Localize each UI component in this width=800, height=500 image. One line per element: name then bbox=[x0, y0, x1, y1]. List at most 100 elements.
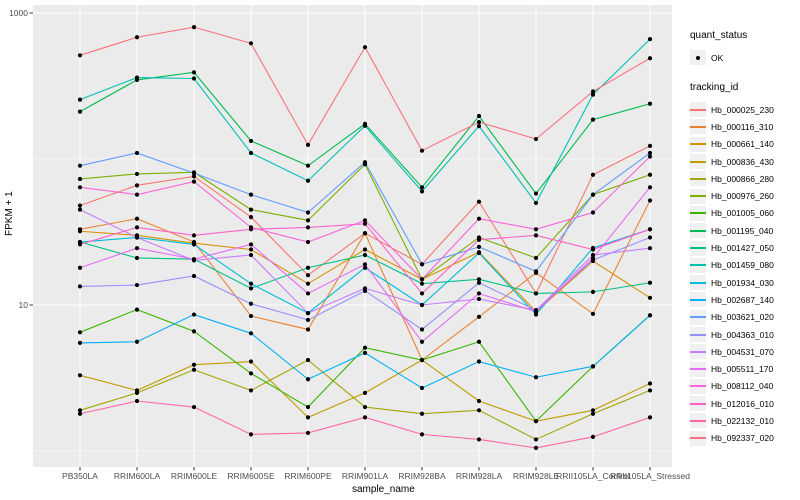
legend-item: Hb_004363_010 bbox=[690, 326, 800, 343]
data-point bbox=[476, 250, 482, 256]
data-point bbox=[647, 280, 653, 285]
data-point bbox=[134, 246, 140, 251]
legend-key-box bbox=[690, 378, 706, 394]
data-point bbox=[134, 307, 140, 312]
data-point bbox=[134, 339, 140, 344]
legend-item-label: Hb_003621_020 bbox=[711, 312, 774, 323]
data-point bbox=[362, 252, 368, 258]
data-point bbox=[647, 415, 653, 420]
legend-item: Hb_000976_260 bbox=[690, 187, 800, 204]
data-point bbox=[134, 150, 140, 156]
y-tick-label: 1000 bbox=[9, 8, 28, 18]
data-point bbox=[476, 277, 482, 282]
y-tick-label: 10 bbox=[18, 300, 28, 310]
data-point bbox=[476, 244, 482, 250]
legend-color-line bbox=[690, 160, 706, 163]
legend-item: Hb_002687_140 bbox=[690, 291, 800, 308]
data-point bbox=[305, 218, 311, 223]
data-point bbox=[248, 192, 254, 197]
data-point bbox=[134, 192, 140, 197]
legend-item: Hb_000116_310 bbox=[690, 118, 800, 135]
legend-key-box bbox=[690, 413, 706, 429]
legend-item-label: Hb_000976_260 bbox=[711, 191, 774, 202]
data-point bbox=[77, 340, 83, 346]
data-point bbox=[248, 281, 254, 286]
data-point bbox=[362, 404, 368, 410]
data-point bbox=[362, 231, 368, 236]
legend-item-label: Hb_001934_030 bbox=[711, 277, 774, 288]
data-point bbox=[77, 53, 83, 58]
x-tick-label: RRIM901LA bbox=[341, 471, 389, 481]
data-point bbox=[476, 408, 482, 413]
data-point bbox=[191, 76, 197, 81]
legend-item-label: OK bbox=[711, 52, 724, 63]
data-point bbox=[590, 434, 596, 439]
data-point bbox=[647, 56, 653, 61]
data-point bbox=[419, 277, 425, 282]
data-point bbox=[362, 415, 368, 420]
x-tick-label: RRIM928LA bbox=[455, 471, 503, 481]
data-point bbox=[419, 185, 425, 190]
data-point bbox=[362, 390, 368, 396]
data-point bbox=[77, 265, 83, 270]
data-point bbox=[419, 148, 425, 153]
data-point bbox=[533, 233, 539, 238]
legend-key-box bbox=[690, 430, 706, 446]
x-tick-label: PB350LA bbox=[62, 471, 98, 481]
data-point bbox=[362, 345, 368, 350]
data-point bbox=[248, 301, 254, 306]
data-point bbox=[647, 381, 653, 386]
data-point bbox=[191, 367, 197, 372]
legend-title-quant-status: quant_status bbox=[690, 30, 748, 41]
legend-color-line bbox=[690, 177, 706, 180]
data-point bbox=[590, 172, 596, 177]
data-point bbox=[590, 247, 596, 252]
data-point bbox=[647, 185, 653, 190]
data-point bbox=[419, 281, 425, 286]
legend-item-label: Hb_000866_280 bbox=[711, 173, 774, 184]
legend-entries: Hb_000025_230 Hb_000116_310 Hb_000661_140 H… bbox=[690, 101, 800, 447]
data-point bbox=[590, 89, 596, 94]
legend-color-line bbox=[690, 247, 706, 250]
x-tick-label: RRIM928BA bbox=[398, 471, 446, 481]
data-point bbox=[590, 255, 596, 261]
data-point bbox=[362, 45, 368, 50]
data-point bbox=[476, 296, 482, 302]
legend-item-label: Hb_004363_010 bbox=[711, 329, 774, 340]
data-point bbox=[647, 101, 653, 106]
x-tick-label: RRII105LA_Stressed bbox=[610, 471, 690, 481]
legend-color-line bbox=[690, 402, 706, 405]
data-point bbox=[476, 119, 482, 125]
data-point bbox=[248, 214, 254, 220]
data-point bbox=[134, 35, 140, 40]
legend-color-line bbox=[690, 195, 706, 198]
data-point bbox=[191, 179, 197, 184]
x-axis-title: sample_name bbox=[352, 484, 415, 495]
data-point bbox=[476, 359, 482, 364]
legend-key-box bbox=[690, 292, 706, 308]
legend-key-box bbox=[690, 361, 706, 377]
data-point bbox=[419, 302, 425, 308]
data-point bbox=[647, 235, 653, 240]
data-point bbox=[533, 419, 539, 424]
legend-item: Hb_001934_030 bbox=[690, 274, 800, 291]
legend-item-label: Hb_012016_010 bbox=[711, 398, 774, 409]
legend-item: Hb_000025_230 bbox=[690, 101, 800, 118]
data-point bbox=[305, 225, 311, 230]
data-point bbox=[248, 227, 254, 232]
legend-item-label: Hb_008112_040 bbox=[711, 381, 774, 392]
legend-color-line bbox=[690, 350, 706, 353]
legend-key-box bbox=[690, 136, 706, 152]
data-point bbox=[419, 327, 425, 332]
data-point bbox=[647, 143, 653, 148]
legend-key-box bbox=[690, 188, 706, 204]
data-point bbox=[362, 221, 368, 226]
x-tick-label: RRIM600SE bbox=[227, 471, 275, 481]
data-point bbox=[134, 398, 140, 404]
data-point bbox=[590, 192, 596, 197]
data-point bbox=[305, 404, 311, 410]
legend-item-label: Hb_022132_010 bbox=[711, 415, 774, 426]
legend-item: Hb_001459_080 bbox=[690, 257, 800, 274]
data-point bbox=[248, 150, 254, 156]
